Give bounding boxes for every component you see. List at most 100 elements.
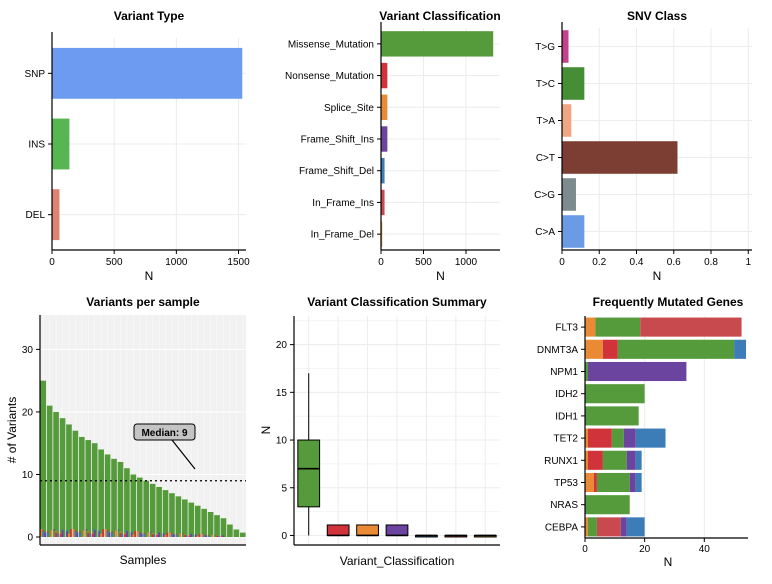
sample-bar-segment — [108, 532, 111, 537]
gene-bar-segment-nonsense — [593, 472, 597, 493]
gene-bar-segment-splice — [585, 428, 588, 448]
sample-bar-segment — [44, 532, 47, 537]
gene-label: TET2 — [554, 434, 579, 445]
sample-bar — [201, 508, 207, 537]
bar-snp — [52, 47, 243, 99]
gene-bar-segment-splice — [585, 317, 596, 337]
x-axis-label: N — [664, 555, 673, 569]
sample-bar-segment — [132, 534, 135, 537]
x-axis-label: N — [436, 269, 445, 283]
x-tick-label: 1 — [745, 257, 751, 268]
sample-bar — [98, 449, 104, 537]
sample-bar — [214, 515, 220, 537]
bar-frame-shift-ins — [381, 126, 388, 152]
sample-bar-segment — [57, 533, 59, 537]
y-tick-label: T>A — [536, 116, 555, 127]
y-tick-label: C>T — [536, 153, 555, 164]
gene-bar-segment-missense — [585, 361, 588, 382]
y-tick-label: In_Frame_Del — [311, 230, 374, 241]
box-missense — [297, 439, 321, 508]
y-tick-label: Frame_Shift_Ins — [301, 135, 374, 146]
sample-bar-segment — [134, 530, 137, 537]
sample-bar — [220, 518, 227, 537]
y-tick-label: 15 — [276, 388, 288, 399]
x-tick-label: 0 — [559, 257, 565, 268]
sample-bar — [117, 461, 124, 537]
sample-bar-segment — [182, 533, 184, 537]
panel-variant_classification: Missense_Mutation Nonsense_Mutation Splice… — [285, 9, 501, 283]
sample-bar-segment — [85, 530, 88, 537]
gene-bar-segment-nonsense — [602, 339, 618, 359]
sample-bar — [66, 424, 72, 537]
sample-bar-segment — [207, 535, 210, 537]
sample-bar-segment — [66, 531, 69, 537]
y-tick-label: 5 — [281, 483, 287, 494]
panel-title: Frequently Mutated Genes — [593, 295, 744, 309]
panel-frequently_mutated_genes: FLT3 DNMT3A NPM1 IDH2 IDH1 TET2 RUNX1 TP53 NRAS C… — [537, 295, 748, 569]
x-tick-label: 1500 — [227, 257, 250, 268]
x-tick-label: 40 — [699, 544, 711, 555]
bar-t-c — [562, 67, 585, 100]
sample-bar-segment — [192, 534, 195, 537]
gene-bar-segment-missense — [617, 339, 735, 359]
sample-bar — [156, 486, 162, 537]
sample-bar-segment — [104, 529, 107, 537]
bar-in-frame-ins — [381, 189, 385, 216]
sample-bar — [53, 411, 59, 537]
sample-bar — [233, 529, 240, 537]
sample-bar-segment — [61, 530, 64, 537]
sample-bar-segment — [87, 532, 90, 537]
x-axis-label: Variant_Classification — [340, 554, 455, 568]
sample-bar-segment — [147, 532, 150, 537]
sample-bar-segment — [100, 533, 103, 537]
sample-bar — [91, 443, 98, 537]
sample-bar — [40, 380, 47, 537]
sample-bar-segment — [217, 536, 220, 537]
sample-bar-segment — [59, 533, 62, 537]
sample-bar-segment — [117, 530, 120, 537]
sample-bar-segment — [190, 534, 193, 537]
sample-bar-segment — [55, 532, 58, 537]
sample-bar-segment — [106, 531, 109, 537]
sample-bar — [188, 502, 195, 537]
sample-bar-segment — [121, 533, 124, 537]
sample-bar-segment — [93, 530, 96, 537]
x-tick-label: 0.4 — [630, 257, 644, 268]
panel-classification_summary: 0 5 10 15 20 Variant Classification Summary Va… — [259, 295, 500, 568]
sample-bar-segment — [68, 533, 70, 537]
bar-splice-site — [381, 94, 388, 120]
y-tick-label: 0 — [281, 531, 287, 542]
sample-bar-segment — [175, 534, 178, 537]
gene-bar-segment-splice — [585, 339, 603, 359]
sample-bar-segment — [203, 535, 206, 537]
annotation-leader — [171, 439, 196, 470]
gene-bar-segment-missense — [611, 428, 624, 448]
y-tick-label: Nonsense_Mutation — [285, 71, 374, 82]
sample-bar-segment — [169, 532, 172, 537]
sample-bar-segment — [201, 534, 204, 537]
sample-bar — [169, 493, 175, 537]
gene-bar-segment-frame-shift-ins — [623, 428, 636, 448]
bar-missense-mutation — [381, 31, 494, 57]
y-tick-label: Missense_Mutation — [288, 39, 374, 50]
bar-nonsense-mutation — [381, 62, 388, 89]
box-frame-shift-ins — [385, 524, 409, 536]
sample-bar — [207, 511, 214, 537]
sample-bar-segment — [183, 534, 186, 537]
sample-bar-segment — [113, 529, 115, 537]
y-tick-label: C>G — [534, 190, 555, 201]
gene-bar-segment-frame-shift-del — [635, 450, 642, 470]
panel-variants_per_sample: Median: 9 0 10 20 30 Variants per sample Sampl… — [5, 295, 246, 567]
gene-bar-segment-splice — [585, 517, 588, 537]
sample-bar-segment — [124, 534, 126, 537]
bar-c-t — [562, 141, 678, 174]
gene-bar-segment-frame-shift-del — [734, 339, 747, 359]
panel-snv_class: T>G T>C T>A C>T C>G C>A 0 0.2 0.4 0.6 0.8 1 SNV Clas… — [534, 9, 752, 283]
gene-bar-segment-in-frame-ins — [640, 317, 742, 337]
sample-bar-segment — [136, 531, 139, 537]
gene-bar-segment-missense — [585, 495, 630, 515]
sample-bar-segment — [149, 532, 152, 537]
sample-bar-segment — [95, 531, 98, 537]
gene-label: NRAS — [550, 500, 578, 511]
y-tick-label: Frame_Shift_Del — [299, 166, 374, 177]
